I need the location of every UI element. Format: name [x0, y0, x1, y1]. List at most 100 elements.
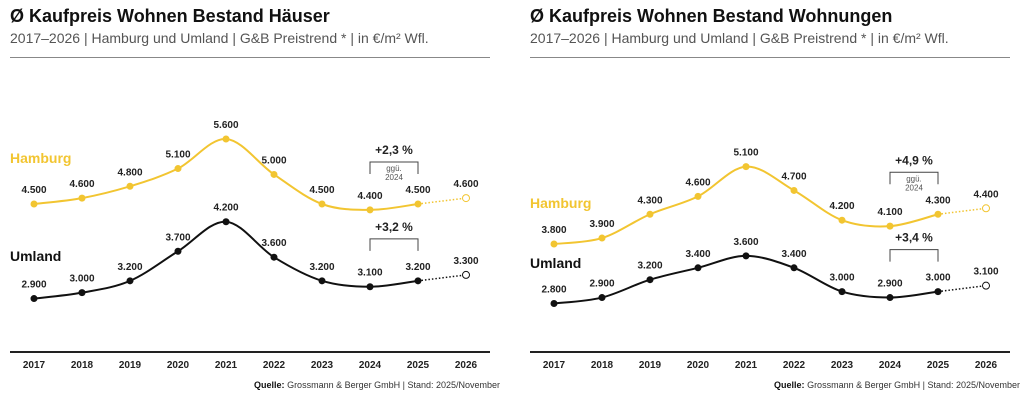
- data-label: 3.700: [165, 232, 190, 243]
- chart-title: Ø Kaufpreis Wohnen Bestand Häuser: [10, 6, 330, 26]
- data-label: 3.000: [829, 273, 854, 284]
- data-point: [126, 277, 134, 285]
- data-point: [222, 218, 230, 226]
- change-label: +3,4 %: [895, 231, 933, 245]
- data-label: 4.500: [405, 185, 430, 196]
- forecast-line: [417, 197, 467, 205]
- bracket: [889, 171, 939, 185]
- data-label: 3.000: [69, 274, 94, 285]
- data-point: [270, 170, 278, 178]
- data-label: 5.000: [261, 155, 286, 166]
- data-point: [694, 192, 702, 200]
- forecast-point: [982, 204, 990, 213]
- data-label: 3.200: [637, 261, 662, 272]
- bracket: [369, 238, 419, 251]
- x-tick-label: 2024: [879, 360, 902, 371]
- line-chart: 2017 2018 2019 2020 2021 2022 2023 2024 2025 2026…: [10, 120, 490, 371]
- line-chart: 2017 2018 2019 2020 2021 2022 2023 2024 2025 2026…: [530, 148, 1010, 371]
- bracket-note: 2024: [905, 183, 923, 192]
- data-point: [550, 240, 558, 248]
- data-label: 3.000: [925, 273, 950, 284]
- data-point: [366, 206, 374, 214]
- bracket-note: ggü.: [906, 174, 922, 183]
- series-line-hamburg: [553, 165, 939, 245]
- change-label: +4,9 %: [895, 153, 933, 167]
- data-label: 3.600: [261, 238, 286, 249]
- x-tick-label: 2018: [71, 360, 94, 371]
- source-note: Quelle: Grossmann & Berger GmbH | Stand:…: [774, 380, 1020, 390]
- data-label: 3.600: [733, 237, 758, 248]
- source-label: Quelle:: [254, 380, 285, 390]
- x-tick-label: 2021: [735, 360, 758, 371]
- data-point: [318, 277, 326, 285]
- data-point: [886, 222, 894, 230]
- forecast-line: [937, 284, 987, 293]
- divider: [530, 57, 1010, 58]
- data-label: 5.600: [213, 120, 238, 131]
- data-label: 5.100: [165, 150, 190, 161]
- source-text: Grossmann & Berger GmbH | Stand: 2025/No…: [807, 380, 1020, 390]
- data-label: 4.600: [453, 179, 478, 190]
- x-tick-label: 2020: [167, 360, 190, 371]
- data-point: [174, 247, 182, 255]
- forecast-point: [462, 270, 470, 279]
- data-label: 3.100: [357, 268, 382, 279]
- data-point: [414, 277, 422, 285]
- data-label: 4.700: [781, 171, 806, 182]
- data-point: [742, 252, 750, 260]
- bracket: [369, 161, 419, 174]
- x-tick-label: 2022: [263, 360, 286, 371]
- data-label: 4.800: [117, 167, 142, 178]
- data-point: [694, 264, 702, 272]
- data-point: [318, 200, 326, 208]
- x-tick-label: 2024: [359, 360, 382, 371]
- data-label: 4.100: [877, 207, 902, 218]
- series-line-umland: [33, 220, 419, 300]
- data-point: [78, 289, 86, 297]
- data-point: [838, 216, 846, 224]
- x-tick-label: 2023: [311, 360, 334, 371]
- data-label: 4.400: [973, 189, 998, 200]
- data-point: [742, 163, 750, 171]
- data-label: 3.400: [781, 249, 806, 260]
- data-point: [550, 300, 558, 307]
- x-tick-label: 2026: [455, 360, 478, 371]
- data-label: 4.500: [309, 185, 334, 196]
- data-point: [790, 186, 798, 194]
- chart-subtitle: 2017–2026 | Hamburg und Umland | G&B Pre…: [10, 30, 429, 46]
- data-point: [886, 294, 894, 302]
- series-label: Hamburg: [10, 150, 71, 166]
- data-label: 3.300: [453, 256, 478, 267]
- bracket-note: ggü.: [386, 164, 402, 173]
- x-tick-label: 2025: [927, 360, 950, 371]
- data-point: [30, 295, 38, 303]
- data-label: 2.900: [877, 279, 902, 290]
- data-point: [222, 135, 230, 143]
- data-label: 2.800: [541, 285, 566, 296]
- x-tick-label: 2020: [687, 360, 710, 371]
- x-tick-label: 2025: [407, 360, 430, 371]
- chart-title: Ø Kaufpreis Wohnen Bestand Wohnungen: [530, 6, 893, 26]
- change-label: +2,3 %: [375, 143, 413, 157]
- data-point: [366, 283, 374, 291]
- data-label: 3.800: [541, 225, 566, 236]
- data-label: 3.200: [309, 262, 334, 273]
- x-tick-label: 2021: [215, 360, 238, 371]
- change-label: +3,2 %: [375, 220, 413, 234]
- data-label: 2.900: [21, 280, 46, 291]
- chart-panel-wohnungen: Ø Kaufpreis Wohnen Bestand Wohnungen 201…: [530, 0, 1020, 402]
- data-point: [934, 288, 942, 296]
- data-label: 4.600: [69, 179, 94, 190]
- data-label: 3.200: [405, 262, 430, 273]
- source-label: Quelle:: [774, 380, 805, 390]
- source-note: Quelle: Grossmann & Berger GmbH | Stand:…: [254, 380, 500, 390]
- data-label: 4.600: [685, 177, 710, 188]
- x-tick-label: 2019: [639, 360, 662, 371]
- data-point: [270, 253, 278, 261]
- data-point: [790, 264, 798, 272]
- data-label: 4.500: [21, 185, 46, 196]
- data-point: [598, 234, 606, 242]
- data-label: 4.400: [357, 191, 382, 202]
- forecast-point: [982, 281, 990, 290]
- chart-panel-haeuser: Ø Kaufpreis Wohnen Bestand Häuser 2017–2…: [10, 0, 500, 402]
